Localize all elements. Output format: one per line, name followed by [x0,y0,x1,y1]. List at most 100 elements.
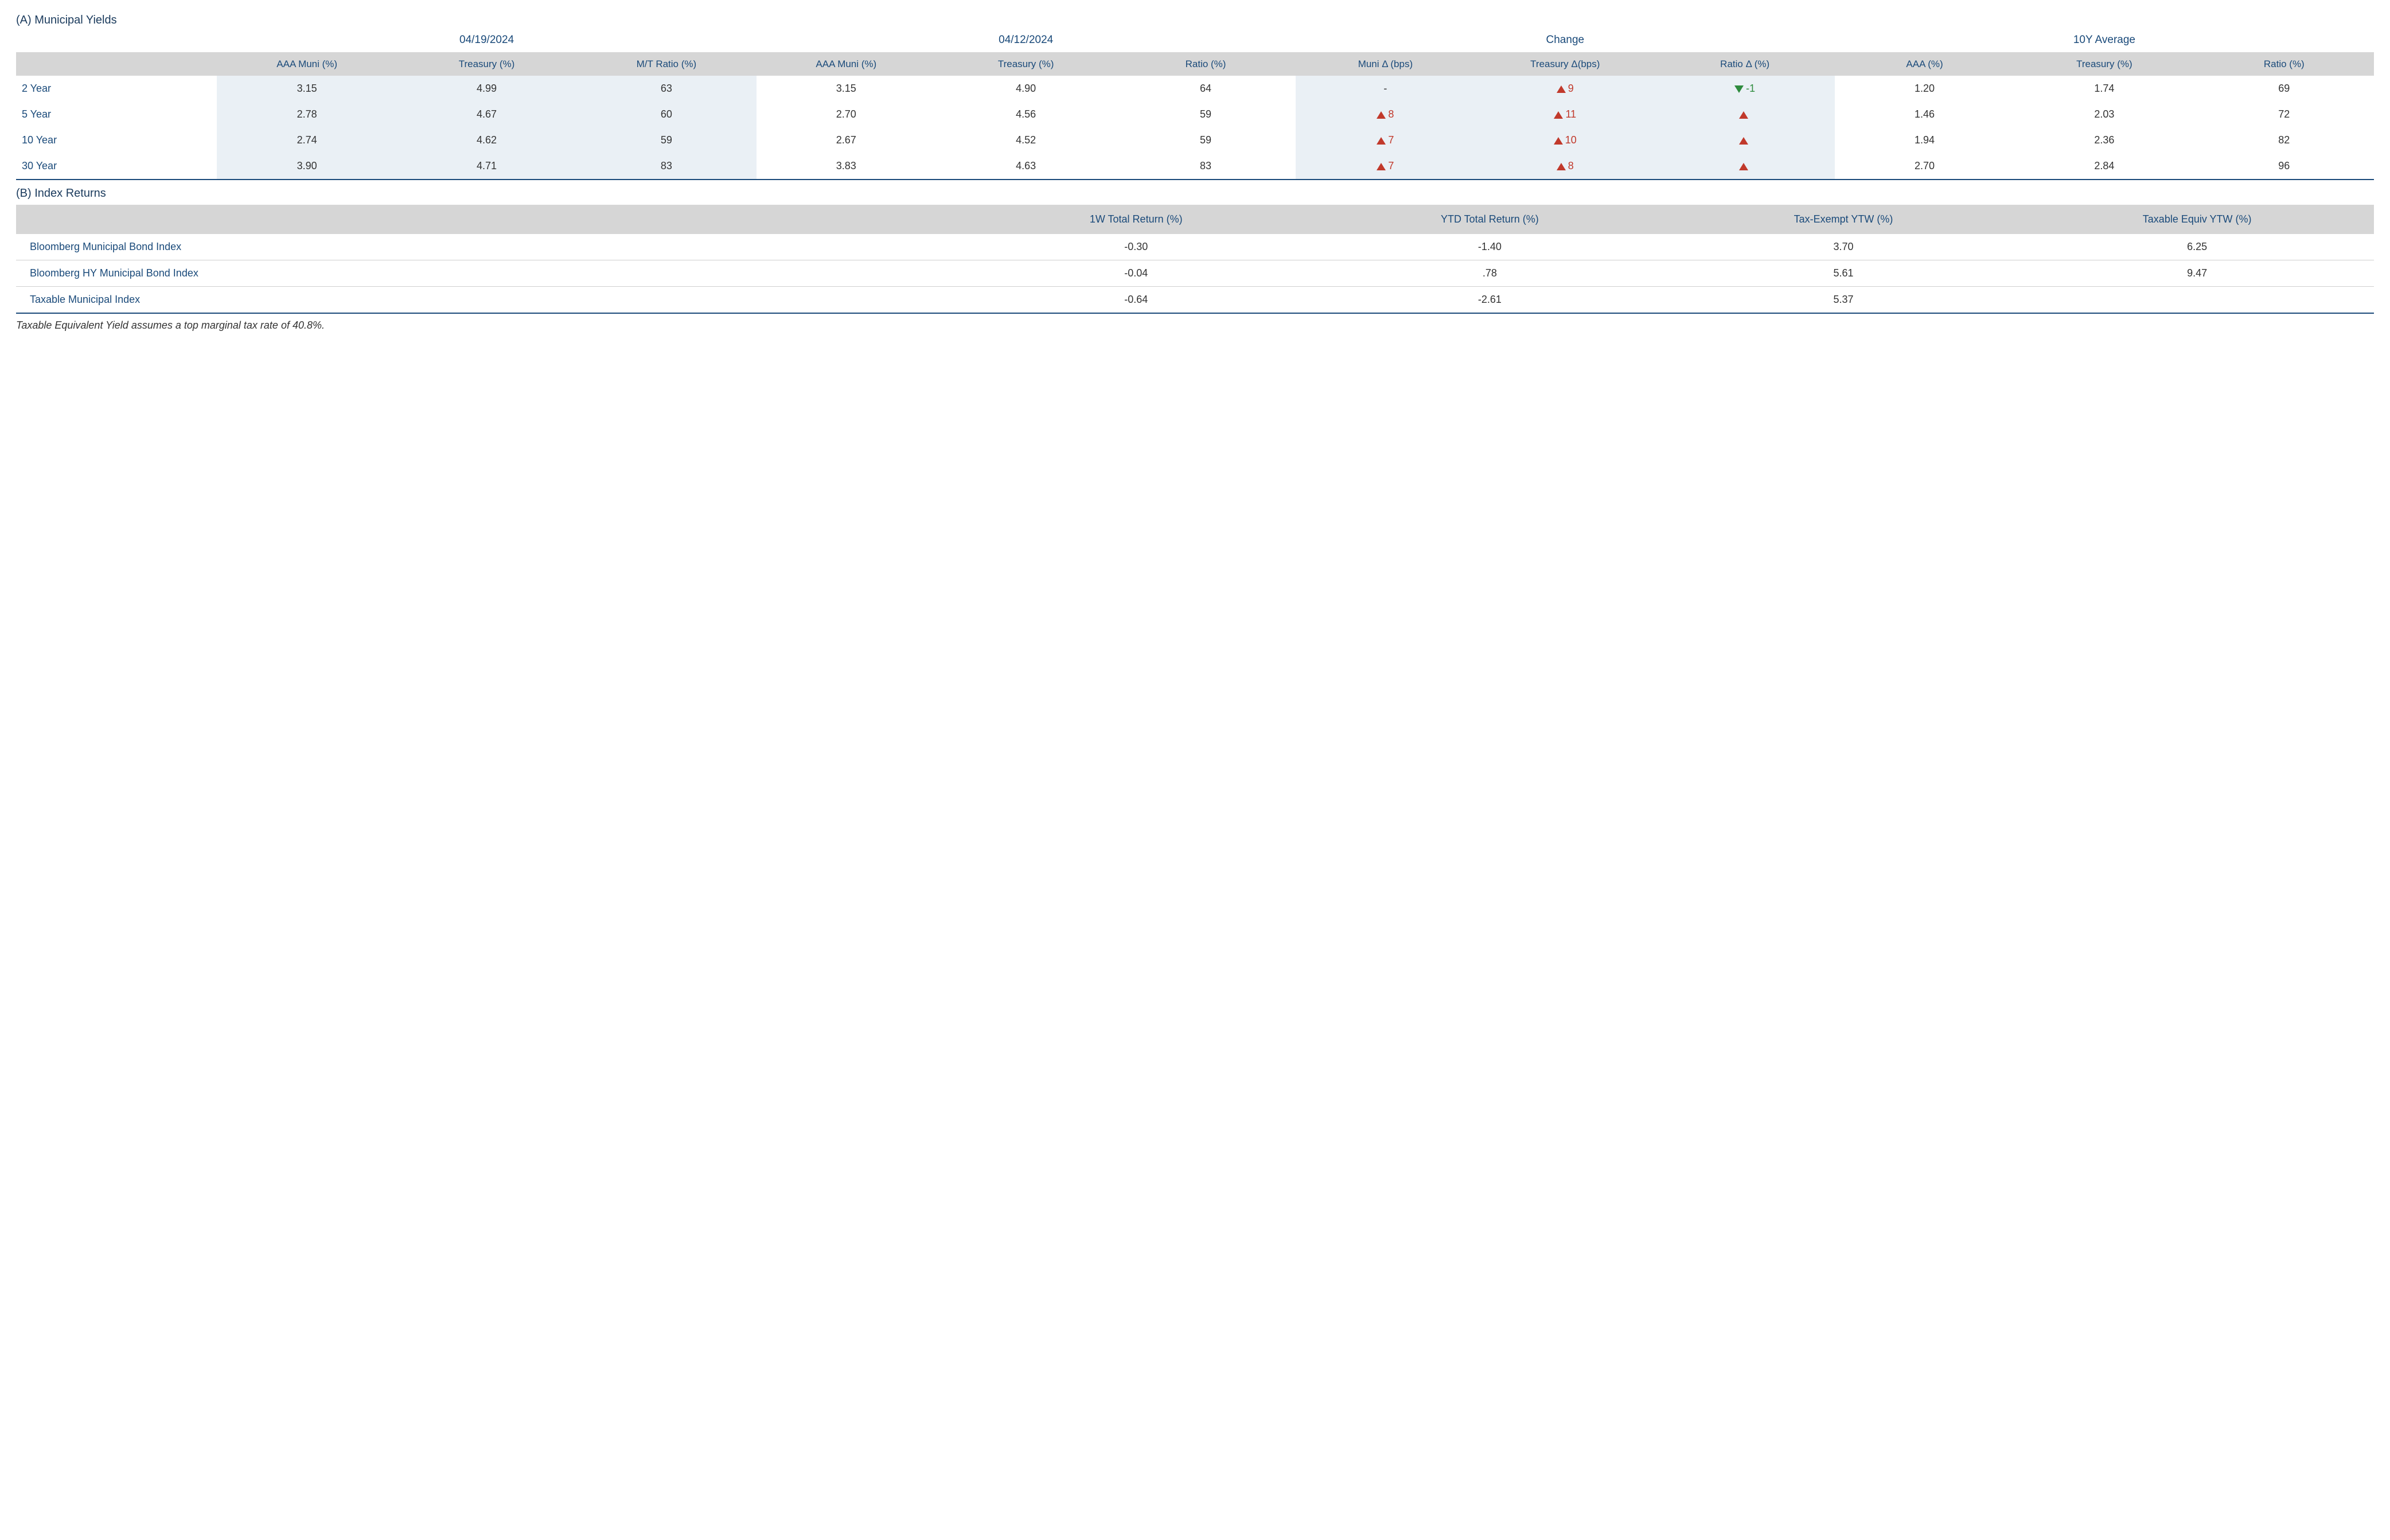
delta-cell [1655,127,1834,153]
delta-value: 7 [1388,134,1394,146]
delta-value: 8 [1388,108,1394,120]
delta-cell: 11 [1475,102,1655,127]
col-header: Treasury (%) [936,52,1116,76]
cell-value: 4.62 [397,127,576,153]
col-header: Tax-Exempt YTW (%) [1667,205,2021,234]
table-row: 30 Year3.904.71833.834.6383782.702.8496 [16,153,2374,180]
cell-value: 83 [1116,153,1295,180]
cell-value: 72 [2194,102,2374,127]
delta-cell [1655,102,1834,127]
cell-value: 1.20 [1835,76,2014,102]
cell-value: 59 [1116,102,1295,127]
col-header: Treasury (%) [2014,52,2194,76]
col-header: Ratio Δ (%) [1655,52,1834,76]
delta-cell: 7 [1296,153,1475,180]
cell-value: 96 [2194,153,2374,180]
triangle-up-icon [1554,111,1563,119]
cell-value: 4.90 [936,76,1116,102]
cell-value: 4.56 [936,102,1116,127]
cell-value: 2.03 [2014,102,2194,127]
index-header-row: 1W Total Return (%) YTD Total Return (%)… [16,205,2374,234]
cell-value: 1.74 [2014,76,2194,102]
footnote: Taxable Equivalent Yield assumes a top m… [16,319,2374,332]
col-header: Taxable Equiv YTW (%) [2020,205,2374,234]
cell-value: 3.15 [217,76,396,102]
section-b-title: (B) Index Returns [16,187,2374,200]
table-row: Bloomberg HY Municipal Bond Index-0.04.7… [16,260,2374,286]
triangle-up-icon [1739,163,1748,170]
row-label: 5 Year [16,102,217,127]
col-header: AAA Muni (%) [757,52,936,76]
cell-value: 3.15 [757,76,936,102]
table-row: Bloomberg Municipal Bond Index-0.30-1.40… [16,234,2374,260]
cell-value: 3.83 [757,153,936,180]
delta-value: 9 [1568,83,1574,94]
delta-value: - [1383,83,1387,94]
index-name: Bloomberg Municipal Bond Index [16,234,959,260]
index-name: Bloomberg HY Municipal Bond Index [16,260,959,286]
col-header: Ratio (%) [1116,52,1295,76]
row-label: 30 Year [16,153,217,180]
delta-value: 10 [1565,134,1577,146]
triangle-up-icon [1739,137,1748,145]
delta-cell: 8 [1475,153,1655,180]
table-row: Taxable Municipal Index-0.64-2.615.37 [16,286,2374,313]
col-header: AAA Muni (%) [217,52,396,76]
cell-value: -0.04 [959,260,1313,286]
cell-value: 4.71 [397,153,576,180]
delta-cell [1655,153,1834,180]
cell-value: 1.46 [1835,102,2014,127]
delta-cell: 9 [1475,76,1655,102]
col-header: AAA (%) [1835,52,2014,76]
cell-value: 4.99 [397,76,576,102]
cell-value: 2.36 [2014,127,2194,153]
cell-value: 60 [576,102,756,127]
triangle-up-icon [1557,85,1566,93]
cell-value: -1.40 [1313,234,1667,260]
group-header: 04/12/2024 [757,30,1296,52]
sub-header-row: AAA Muni (%) Treasury (%) M/T Ratio (%) … [16,52,2374,76]
cell-value: 2.84 [2014,153,2194,180]
cell-value: 2.70 [757,102,936,127]
cell-value: 69 [2194,76,2374,102]
cell-value [2020,286,2374,313]
col-header: 1W Total Return (%) [959,205,1313,234]
cell-value: -0.64 [959,286,1313,313]
delta-cell: 7 [1296,127,1475,153]
cell-value: 4.63 [936,153,1116,180]
cell-value: 5.37 [1667,286,2021,313]
triangle-up-icon [1739,111,1748,119]
municipal-yields-table: 04/19/2024 04/12/2024 Change 10Y Average… [16,30,2374,180]
cell-value: 2.78 [217,102,396,127]
col-header: YTD Total Return (%) [1313,205,1667,234]
index-returns-table: 1W Total Return (%) YTD Total Return (%)… [16,205,2374,314]
index-name: Taxable Municipal Index [16,286,959,313]
delta-cell: - [1296,76,1475,102]
cell-value: 5.61 [1667,260,2021,286]
cell-value: -0.30 [959,234,1313,260]
cell-value: 6.25 [2020,234,2374,260]
delta-value: 11 [1565,108,1576,120]
delta-cell: -1 [1655,76,1834,102]
section-a-title: (A) Municipal Yields [16,14,2374,27]
triangle-down-icon [1734,85,1744,93]
cell-value: .78 [1313,260,1667,286]
triangle-up-icon [1377,163,1386,170]
cell-value: 2.74 [217,127,396,153]
col-header: Ratio (%) [2194,52,2374,76]
delta-cell: 10 [1475,127,1655,153]
col-header: Treasury (%) [397,52,576,76]
cell-value: 9.47 [2020,260,2374,286]
cell-value: 3.70 [1667,234,2021,260]
group-header: Change [1296,30,1835,52]
cell-value: 4.52 [936,127,1116,153]
cell-value: 63 [576,76,756,102]
table-row: 10 Year2.744.62592.674.52597101.942.3682 [16,127,2374,153]
triangle-up-icon [1377,137,1386,145]
cell-value: 82 [2194,127,2374,153]
delta-cell: 8 [1296,102,1475,127]
cell-value: 4.67 [397,102,576,127]
col-header: Muni Δ (bps) [1296,52,1475,76]
delta-value: 7 [1388,160,1394,171]
cell-value: 59 [1116,127,1295,153]
